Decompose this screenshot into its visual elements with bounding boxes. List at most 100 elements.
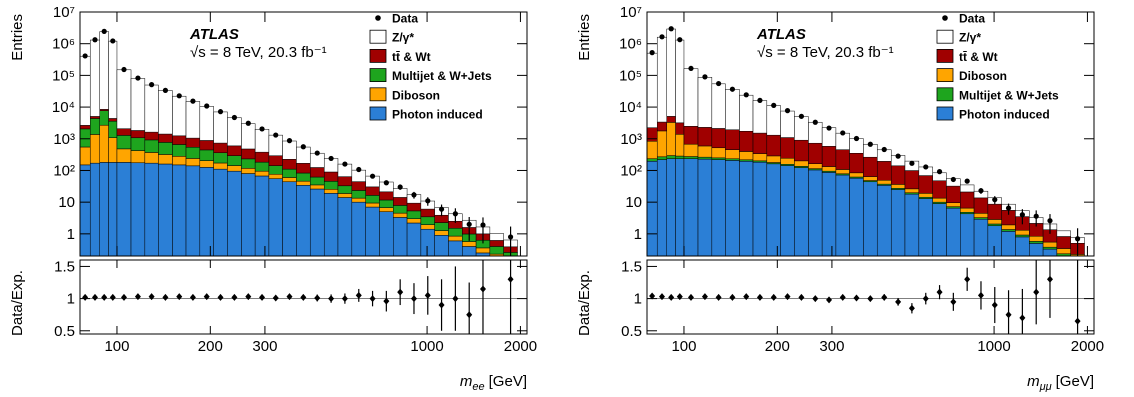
legend-label: Diboson xyxy=(392,88,440,102)
stack-bar xyxy=(683,158,699,256)
data-point xyxy=(300,144,306,150)
stack-bar xyxy=(711,147,726,159)
ratio-point xyxy=(438,301,445,309)
data-point xyxy=(659,34,665,40)
data-point xyxy=(452,211,458,217)
ratio-point xyxy=(109,293,116,301)
stack-bar xyxy=(185,101,201,139)
stack-bar xyxy=(420,228,435,256)
data-point xyxy=(826,125,832,131)
stack-bar xyxy=(711,83,726,129)
stack-bar xyxy=(227,145,242,156)
stack-bar xyxy=(282,159,297,170)
stack-bar xyxy=(656,36,667,123)
stack-bar xyxy=(80,146,91,166)
stack-bar xyxy=(80,55,91,126)
stack-bar xyxy=(158,90,173,135)
stack-bar xyxy=(863,156,878,177)
stack-bar xyxy=(987,219,1002,225)
stack-bar xyxy=(172,156,187,166)
stack-bar xyxy=(199,149,214,161)
stack-bar xyxy=(241,173,256,256)
stack-bar xyxy=(185,158,201,167)
stack-bar xyxy=(697,77,713,128)
data-point xyxy=(369,173,376,179)
stack-bar xyxy=(808,142,823,164)
stack-bar xyxy=(739,161,754,256)
stack-bar xyxy=(254,128,270,153)
ratio-point xyxy=(203,293,210,301)
stack-bar xyxy=(406,202,422,212)
stack-bar xyxy=(434,222,449,231)
data-point xyxy=(101,28,107,34)
stack-bar xyxy=(766,163,781,256)
stack-bar xyxy=(780,137,795,159)
data-point xyxy=(743,92,749,98)
stack-bar xyxy=(323,189,339,194)
ratio-point xyxy=(676,293,683,301)
ratio-point xyxy=(1033,288,1040,296)
stack-bar xyxy=(379,191,394,201)
stack-bar xyxy=(890,184,906,189)
ratio-point xyxy=(881,293,888,301)
stack-bar xyxy=(116,148,132,163)
stack-bar xyxy=(80,128,91,148)
stack-bar xyxy=(918,175,933,194)
stack-bar xyxy=(849,177,864,256)
x-label-unit: [GeV] xyxy=(1056,373,1094,390)
y-tick-label: 10⁷ xyxy=(53,4,75,21)
stack-bar xyxy=(172,164,187,256)
x-tick-label: 1000 xyxy=(977,338,1010,355)
ratio-point xyxy=(148,293,155,301)
stack-bar xyxy=(725,89,740,131)
ratio-point xyxy=(649,292,656,300)
stack-bar xyxy=(448,235,463,242)
stack-bar xyxy=(108,120,118,138)
stack-bar xyxy=(158,163,173,256)
data-point xyxy=(176,93,182,99)
x-tick-label: 100 xyxy=(671,338,696,355)
stack-bar xyxy=(1056,255,1071,256)
stack-bar xyxy=(108,162,118,256)
data-point xyxy=(649,50,655,56)
stack-bar xyxy=(213,152,228,164)
stack-bar xyxy=(393,217,408,256)
stack-bar xyxy=(282,140,297,160)
stack-bar xyxy=(725,149,740,160)
stack-bar xyxy=(647,52,658,128)
legend-swatch xyxy=(936,87,954,102)
data-point xyxy=(702,74,708,80)
x-axis-label: mμμ [GeV] xyxy=(1027,373,1094,392)
ratio-y-tick-label: 0.5 xyxy=(54,323,75,340)
stack-bar xyxy=(1056,236,1071,249)
stack-bar xyxy=(890,189,906,256)
data-point xyxy=(466,221,472,227)
stack-bar xyxy=(116,69,132,129)
stack-bar xyxy=(172,95,187,137)
data-point xyxy=(757,97,763,103)
data-point xyxy=(356,166,362,173)
stack-bar xyxy=(973,213,989,218)
stack-bar xyxy=(946,202,961,207)
x-label-symbol: m xyxy=(1027,373,1040,390)
stack-bar xyxy=(80,125,91,130)
data-point xyxy=(729,86,736,92)
legend-label: Photon induced xyxy=(392,108,483,122)
data-point xyxy=(840,130,846,136)
stack-bar xyxy=(666,158,676,256)
data-point xyxy=(1005,205,1012,211)
stack-bar xyxy=(296,180,311,186)
stack-bar xyxy=(666,28,676,117)
ratio-point xyxy=(658,293,665,301)
stack-bar xyxy=(296,163,311,174)
legend-swatch xyxy=(936,106,954,121)
stack-bar xyxy=(89,118,100,135)
stack-bar xyxy=(683,126,699,145)
stack-bar xyxy=(739,130,754,152)
ratio-point xyxy=(397,288,404,296)
ratio-point xyxy=(867,295,874,303)
legend-swatch xyxy=(936,68,954,82)
stack-bar xyxy=(666,155,676,159)
ratio-point xyxy=(479,285,486,293)
stack-bar xyxy=(406,218,422,224)
